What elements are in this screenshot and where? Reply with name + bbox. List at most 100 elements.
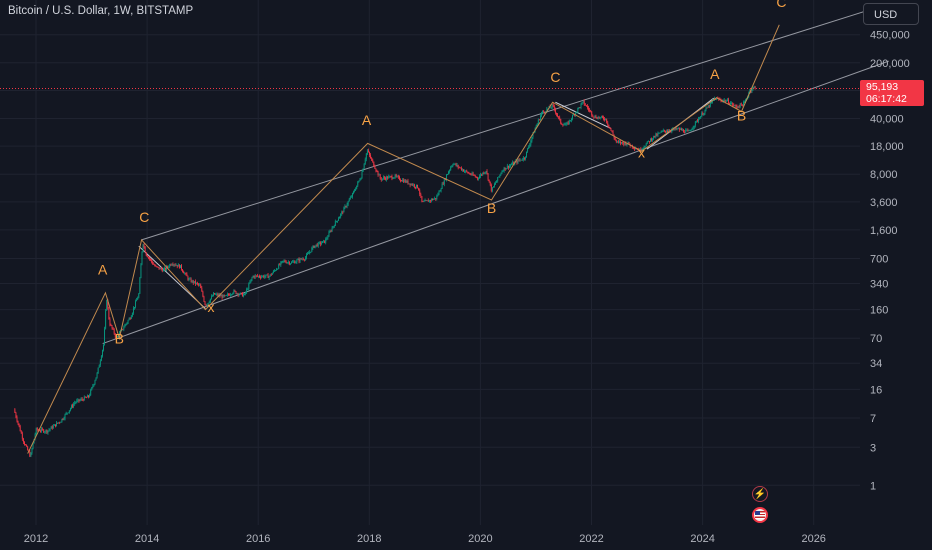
candle-body: [656, 134, 658, 136]
candle-body: [369, 152, 370, 156]
candle-body: [325, 238, 327, 243]
candle-body: [596, 118, 598, 119]
candle-body: [197, 282, 198, 284]
candle-body: [691, 128, 693, 131]
candle-body: [41, 428, 43, 431]
candle-body: [395, 175, 397, 177]
candle-body: [200, 284, 202, 289]
candle-body: [376, 170, 378, 172]
candle-body: [599, 117, 601, 119]
candle-body: [605, 118, 607, 120]
candle-body: [624, 142, 626, 145]
candle-body: [460, 167, 462, 171]
candle-body: [338, 218, 339, 221]
candle-body: [614, 138, 616, 140]
candle-body: [316, 244, 318, 247]
candle-body: [606, 118, 608, 123]
wave-label-A: A: [98, 262, 108, 278]
candle-body: [388, 176, 390, 179]
candle-body: [424, 200, 426, 202]
candle-body: [184, 273, 186, 275]
candle-body: [568, 120, 570, 124]
candle-body: [628, 142, 630, 145]
candle-body: [85, 397, 87, 399]
candle-body: [494, 184, 495, 187]
candle-body: [176, 265, 178, 267]
candle-body: [62, 418, 64, 420]
candle-body: [737, 106, 739, 108]
candle-body: [214, 293, 216, 295]
candle-body: [108, 307, 110, 320]
candle-body: [140, 264, 142, 279]
candle-body: [157, 266, 159, 268]
flash-icon[interactable]: ⚡: [752, 486, 768, 502]
us-flag-icon[interactable]: [752, 507, 768, 523]
candle-body: [590, 110, 592, 112]
candle-body: [310, 251, 312, 253]
price-axis-tick: 1: [870, 480, 876, 492]
candle-body: [139, 278, 141, 294]
candle-body: [20, 431, 22, 434]
candle-body: [265, 274, 267, 277]
candle-body: [161, 269, 163, 272]
candle-body: [209, 298, 211, 302]
candle-body: [25, 444, 26, 446]
candle-body: [620, 141, 622, 144]
candle-body: [44, 431, 46, 433]
candle-body: [559, 117, 561, 119]
candle-body: [225, 295, 227, 296]
candle-body: [603, 117, 604, 119]
candle-body: [490, 184, 492, 192]
price-axis-tick: 3,600: [870, 197, 898, 209]
candle-body: [146, 255, 148, 258]
candle-body: [97, 367, 99, 374]
candle-body: [78, 399, 80, 401]
candle-body: [48, 429, 50, 431]
candle-body: [403, 179, 405, 183]
candle-body: [347, 201, 349, 205]
candle-body: [158, 267, 160, 270]
candle-body: [210, 296, 212, 299]
candle-body: [256, 275, 258, 277]
candle-body: [530, 140, 532, 145]
candle-body: [520, 159, 522, 161]
candle-body: [692, 127, 694, 129]
candle-body: [452, 164, 454, 166]
candle-body: [76, 400, 78, 403]
candle-body: [35, 428, 37, 435]
candle-body: [668, 130, 670, 132]
candle-body: [83, 396, 85, 401]
candle-body: [581, 102, 583, 104]
candle-body: [436, 195, 438, 200]
candle-body: [266, 274, 268, 276]
candle-body: [550, 107, 552, 109]
candle-body: [519, 159, 521, 161]
candle-body: [279, 264, 281, 266]
candle-body: [390, 176, 392, 177]
candle-body: [26, 445, 28, 447]
candle-body: [483, 172, 485, 174]
candle-body: [37, 429, 39, 431]
candle-body: [166, 266, 167, 270]
candle-body: [68, 410, 70, 413]
candle-body: [703, 113, 705, 115]
candle-body: [179, 265, 181, 269]
currency-button[interactable]: USD: [863, 3, 919, 25]
candle-body: [40, 430, 41, 432]
candle-body: [462, 169, 463, 171]
candle-body: [472, 173, 474, 176]
candle-body: [45, 430, 47, 432]
candle-body: [141, 251, 143, 265]
candle-body: [492, 186, 494, 188]
candle-body: [255, 275, 257, 277]
candle-body: [90, 389, 92, 396]
candle-body: [119, 332, 120, 337]
channel-upper-line: [141, 3, 889, 241]
candle-body: [716, 98, 718, 100]
candle-body: [278, 264, 280, 269]
candle-body: [327, 236, 329, 239]
candle-body: [239, 292, 241, 295]
candle-body: [241, 292, 243, 297]
candle-body: [276, 269, 278, 271]
